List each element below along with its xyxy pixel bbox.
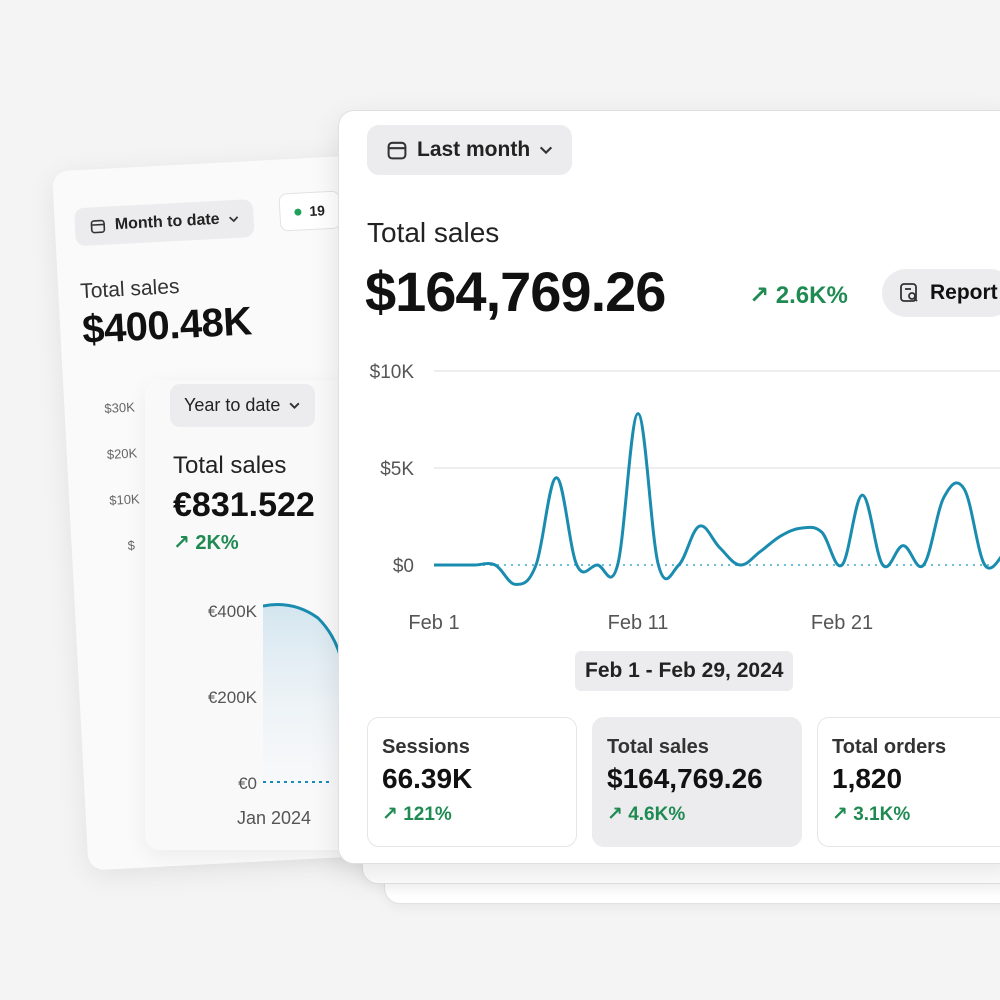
x-tick-label: Feb 21 <box>811 612 873 634</box>
arrow-up-right-icon: ↗ <box>749 282 770 309</box>
report-label: Report <box>930 281 998 304</box>
back-card-value: $400.48K <box>81 299 253 353</box>
middle-area-fill <box>263 604 343 788</box>
comparison-chip[interactable]: 19 <box>278 190 341 232</box>
middle-card-change: ↗ 2K% <box>173 530 239 555</box>
metric-value: 1,820 <box>832 763 903 794</box>
arrow-up-right-icon: ↗ <box>382 804 398 825</box>
back-sales-card: Month to date 19 Total sales $400.48K $3… <box>51 149 509 871</box>
back-y-tick: $20K <box>106 445 138 462</box>
metric-change: ↗ 121% <box>382 803 562 826</box>
x-tick-label: Feb 11 <box>608 612 669 634</box>
change-value: 2K% <box>195 532 239 554</box>
chevron-down-icon <box>289 402 300 410</box>
change-value: 3.1K% <box>853 804 911 825</box>
calendar-icon <box>90 219 106 234</box>
metric-card-total-sales[interactable]: Total sales $164,769.26 ↗ 4.6K% <box>592 717 802 847</box>
status-dot-icon <box>294 207 302 216</box>
total-sales-line-chart: $10K $5K $0 Feb 1 Feb 11 Feb 21 <box>370 362 1000 634</box>
middle-x-label: Jan 2024 <box>237 808 312 828</box>
front-sales-card: Last month Total sales $164,769.26 ↗ 2.6… <box>338 110 1000 864</box>
arrow-up-right-icon: ↗ <box>607 804 623 825</box>
middle-y-tick: €400K <box>207 602 257 621</box>
metric-card-total-orders[interactable]: Total orders 1,820 ↗ 3.1K% <box>817 717 1000 847</box>
change-value: 4.6K% <box>628 804 686 825</box>
back-y-tick: $ <box>127 537 136 554</box>
y-tick-label: $0 <box>393 556 414 577</box>
metric-label: Total orders <box>832 736 947 758</box>
chevron-down-icon <box>228 216 239 223</box>
chip-label: 19 <box>308 202 326 220</box>
metric-card-sessions[interactable]: Sessions 66.39K ↗ 121% <box>367 717 577 847</box>
change-value: 2.6K% <box>775 282 848 309</box>
metric-value: $164,769.26 <box>607 763 763 794</box>
metric-value: 66.39K <box>382 763 473 794</box>
arrow-up-right-icon: ↗ <box>832 804 848 825</box>
metric-change: ↗ 3.1K% <box>832 803 1000 826</box>
sales-series-line <box>434 412 1000 586</box>
change-value: 121% <box>403 804 452 825</box>
back-y-tick: $10K <box>108 491 140 508</box>
y-tick-label: $5K <box>380 459 414 480</box>
report-search-icon <box>900 283 918 302</box>
x-tick-label: Feb 1 <box>408 612 459 634</box>
calendar-icon <box>387 141 407 160</box>
month-to-date-filter[interactable]: Month to date <box>73 199 255 247</box>
front-card-title: Total sales <box>367 217 500 248</box>
filter-label: Year to date <box>184 395 281 415</box>
middle-y-tick: €200K <box>207 688 257 707</box>
back-card-title: Total sales <box>79 274 180 304</box>
back-y-tick: $30K <box>104 399 136 417</box>
last-month-filter[interactable]: Last month <box>367 125 573 175</box>
metric-label: Sessions <box>382 736 470 758</box>
middle-card-value: €831.522 <box>173 486 315 524</box>
filter-label: Last month <box>417 138 531 161</box>
chevron-down-icon <box>540 146 553 155</box>
front-card-value: $164,769.26 <box>365 260 666 323</box>
filter-label: Month to date <box>114 210 221 234</box>
metric-change: ↗ 4.6K% <box>607 803 787 826</box>
front-card-change: ↗ 2.6K% <box>749 281 848 310</box>
date-range-label: Feb 1 - Feb 29, 2024 <box>575 651 794 691</box>
report-button[interactable]: Report <box>882 269 1000 317</box>
arrow-up-right-icon: ↗ <box>173 532 190 554</box>
middle-y-tick: €0 <box>238 774 257 793</box>
y-tick-label: $10K <box>370 362 415 383</box>
metric-label: Total sales <box>607 736 709 758</box>
year-to-date-filter[interactable]: Year to date <box>170 384 316 427</box>
middle-card-title: Total sales <box>173 452 287 479</box>
